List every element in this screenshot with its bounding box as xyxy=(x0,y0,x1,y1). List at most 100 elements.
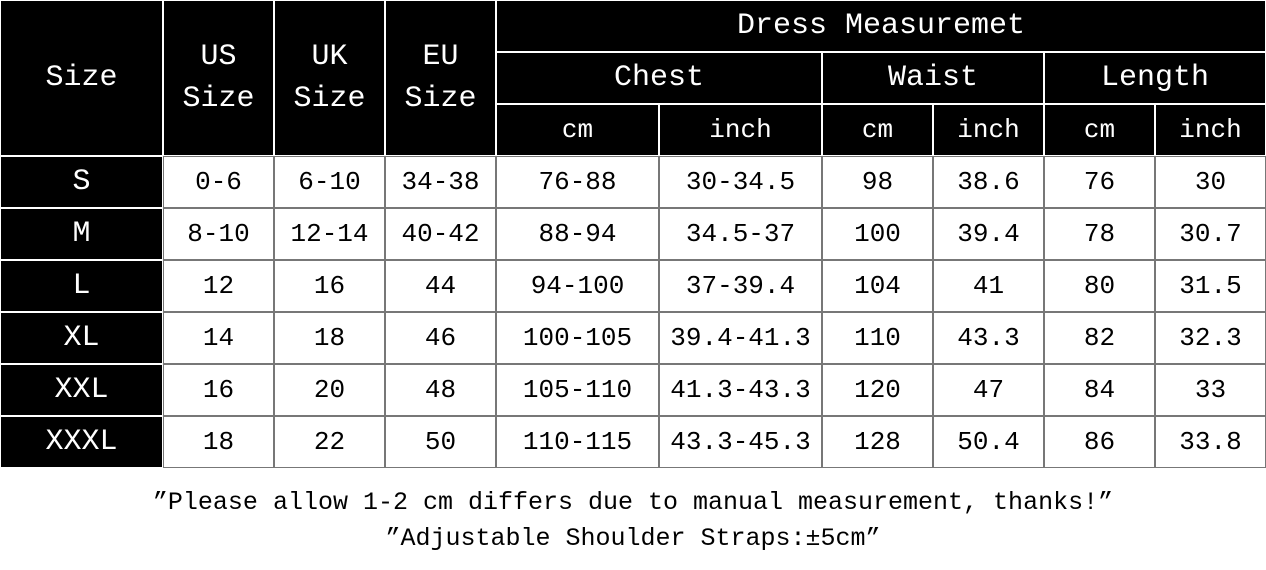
data-cell: 33.8 xyxy=(1155,416,1266,468)
data-cell: 41.3-43.3 xyxy=(659,364,822,416)
data-cell: 30-34.5 xyxy=(659,156,822,208)
cell-text: 43.3 xyxy=(957,323,1020,353)
cell-text: 80 xyxy=(1083,271,1116,301)
data-cell: 128 xyxy=(822,416,933,468)
cell-text: 88-94 xyxy=(538,219,617,249)
cell-text: XL xyxy=(63,321,100,355)
data-cell: 12 xyxy=(163,260,274,312)
unit-header: inch xyxy=(659,104,822,156)
data-cell: 110-115 xyxy=(496,416,659,468)
header-cell: US Size xyxy=(163,0,274,156)
data-cell: 34-38 xyxy=(385,156,496,208)
cell-text: 44 xyxy=(424,271,457,301)
data-cell: 43.3 xyxy=(933,312,1044,364)
data-cell: 43.3-45.3 xyxy=(659,416,822,468)
data-cell: 80 xyxy=(1044,260,1155,312)
cell-text: 110-115 xyxy=(522,427,633,457)
data-cell: 76-88 xyxy=(496,156,659,208)
cell-text: XXL xyxy=(54,373,109,407)
data-cell: 41 xyxy=(933,260,1044,312)
cell-text: 16 xyxy=(202,375,235,405)
cell-text: Length xyxy=(1100,61,1210,95)
cell-text: UK Size xyxy=(293,40,366,116)
data-cell: 39.4 xyxy=(933,208,1044,260)
data-cell: 88-94 xyxy=(496,208,659,260)
cell-text: 82 xyxy=(1083,323,1116,353)
cell-text: 39.4 xyxy=(957,219,1020,249)
data-cell: 105-110 xyxy=(496,364,659,416)
header-cell: UK Size xyxy=(274,0,385,156)
data-cell: 18 xyxy=(163,416,274,468)
cell-text: 16 xyxy=(313,271,346,301)
data-cell: 37-39.4 xyxy=(659,260,822,312)
cell-text: 6-10 xyxy=(298,167,361,197)
data-cell: 48 xyxy=(385,364,496,416)
cell-text: 40-42 xyxy=(401,219,480,249)
cell-text: 100 xyxy=(854,219,901,249)
data-cell: 104 xyxy=(822,260,933,312)
cell-text: cm xyxy=(561,115,594,145)
cell-text: 18 xyxy=(202,427,235,457)
note: ”Adjustable Shoulder Straps:±5cm” xyxy=(385,524,881,553)
cell-text: 100-105 xyxy=(522,323,633,353)
row-header: M xyxy=(0,208,163,260)
cell-text: M xyxy=(72,217,91,251)
cell-text: 76 xyxy=(1083,167,1116,197)
cell-text: Dress Measuremet xyxy=(736,9,1026,43)
cell-text: 48 xyxy=(424,375,457,405)
header-cell: EU Size xyxy=(385,0,496,156)
cell-text: 98 xyxy=(861,167,894,197)
cell-text: 39.4-41.3 xyxy=(670,323,811,353)
data-cell: 30 xyxy=(1155,156,1266,208)
group-header: Waist xyxy=(822,52,1044,104)
cell-text: 43.3-45.3 xyxy=(670,427,811,457)
cell-text: 94-100 xyxy=(530,271,625,301)
data-cell: 46 xyxy=(385,312,496,364)
cell-text: L xyxy=(72,269,91,303)
group-header: Chest xyxy=(496,52,822,104)
cell-text: 0-6 xyxy=(195,167,242,197)
unit-header: cm xyxy=(1044,104,1155,156)
unit-header: inch xyxy=(1155,104,1266,156)
cell-text: 47 xyxy=(972,375,1005,405)
cell-text: S xyxy=(72,165,91,199)
data-cell: 82 xyxy=(1044,312,1155,364)
data-cell: 14 xyxy=(163,312,274,364)
cell-text: 33.8 xyxy=(1179,427,1242,457)
data-cell: 38.6 xyxy=(933,156,1044,208)
cell-text: inch xyxy=(1179,115,1242,145)
data-cell: 40-42 xyxy=(385,208,496,260)
cell-text: 105-110 xyxy=(522,375,633,405)
data-cell: 16 xyxy=(274,260,385,312)
data-cell: 100 xyxy=(822,208,933,260)
data-cell: 47 xyxy=(933,364,1044,416)
data-cell: 100-105 xyxy=(496,312,659,364)
data-cell: 84 xyxy=(1044,364,1155,416)
data-cell: 50 xyxy=(385,416,496,468)
row-header: L xyxy=(0,260,163,312)
data-cell: 110 xyxy=(822,312,933,364)
data-cell: 39.4-41.3 xyxy=(659,312,822,364)
cell-text: Waist xyxy=(887,61,978,95)
cell-text: 38.6 xyxy=(957,167,1020,197)
data-cell: 20 xyxy=(274,364,385,416)
cell-text: 14 xyxy=(202,323,235,353)
data-cell: 32.3 xyxy=(1155,312,1266,364)
row-header: XXL xyxy=(0,364,163,416)
group-header: Length xyxy=(1044,52,1266,104)
data-cell: 94-100 xyxy=(496,260,659,312)
unit-header: cm xyxy=(496,104,659,156)
cell-text: EU Size xyxy=(404,40,477,116)
cell-text: inch xyxy=(709,115,772,145)
cell-text: 33 xyxy=(1194,375,1227,405)
data-cell: 31.5 xyxy=(1155,260,1266,312)
row-header: XL xyxy=(0,312,163,364)
data-cell: 76 xyxy=(1044,156,1155,208)
cell-text: 12-14 xyxy=(290,219,369,249)
cell-text: 12 xyxy=(202,271,235,301)
unit-header: cm xyxy=(822,104,933,156)
data-cell: 16 xyxy=(163,364,274,416)
data-cell: 0-6 xyxy=(163,156,274,208)
data-cell: 18 xyxy=(274,312,385,364)
